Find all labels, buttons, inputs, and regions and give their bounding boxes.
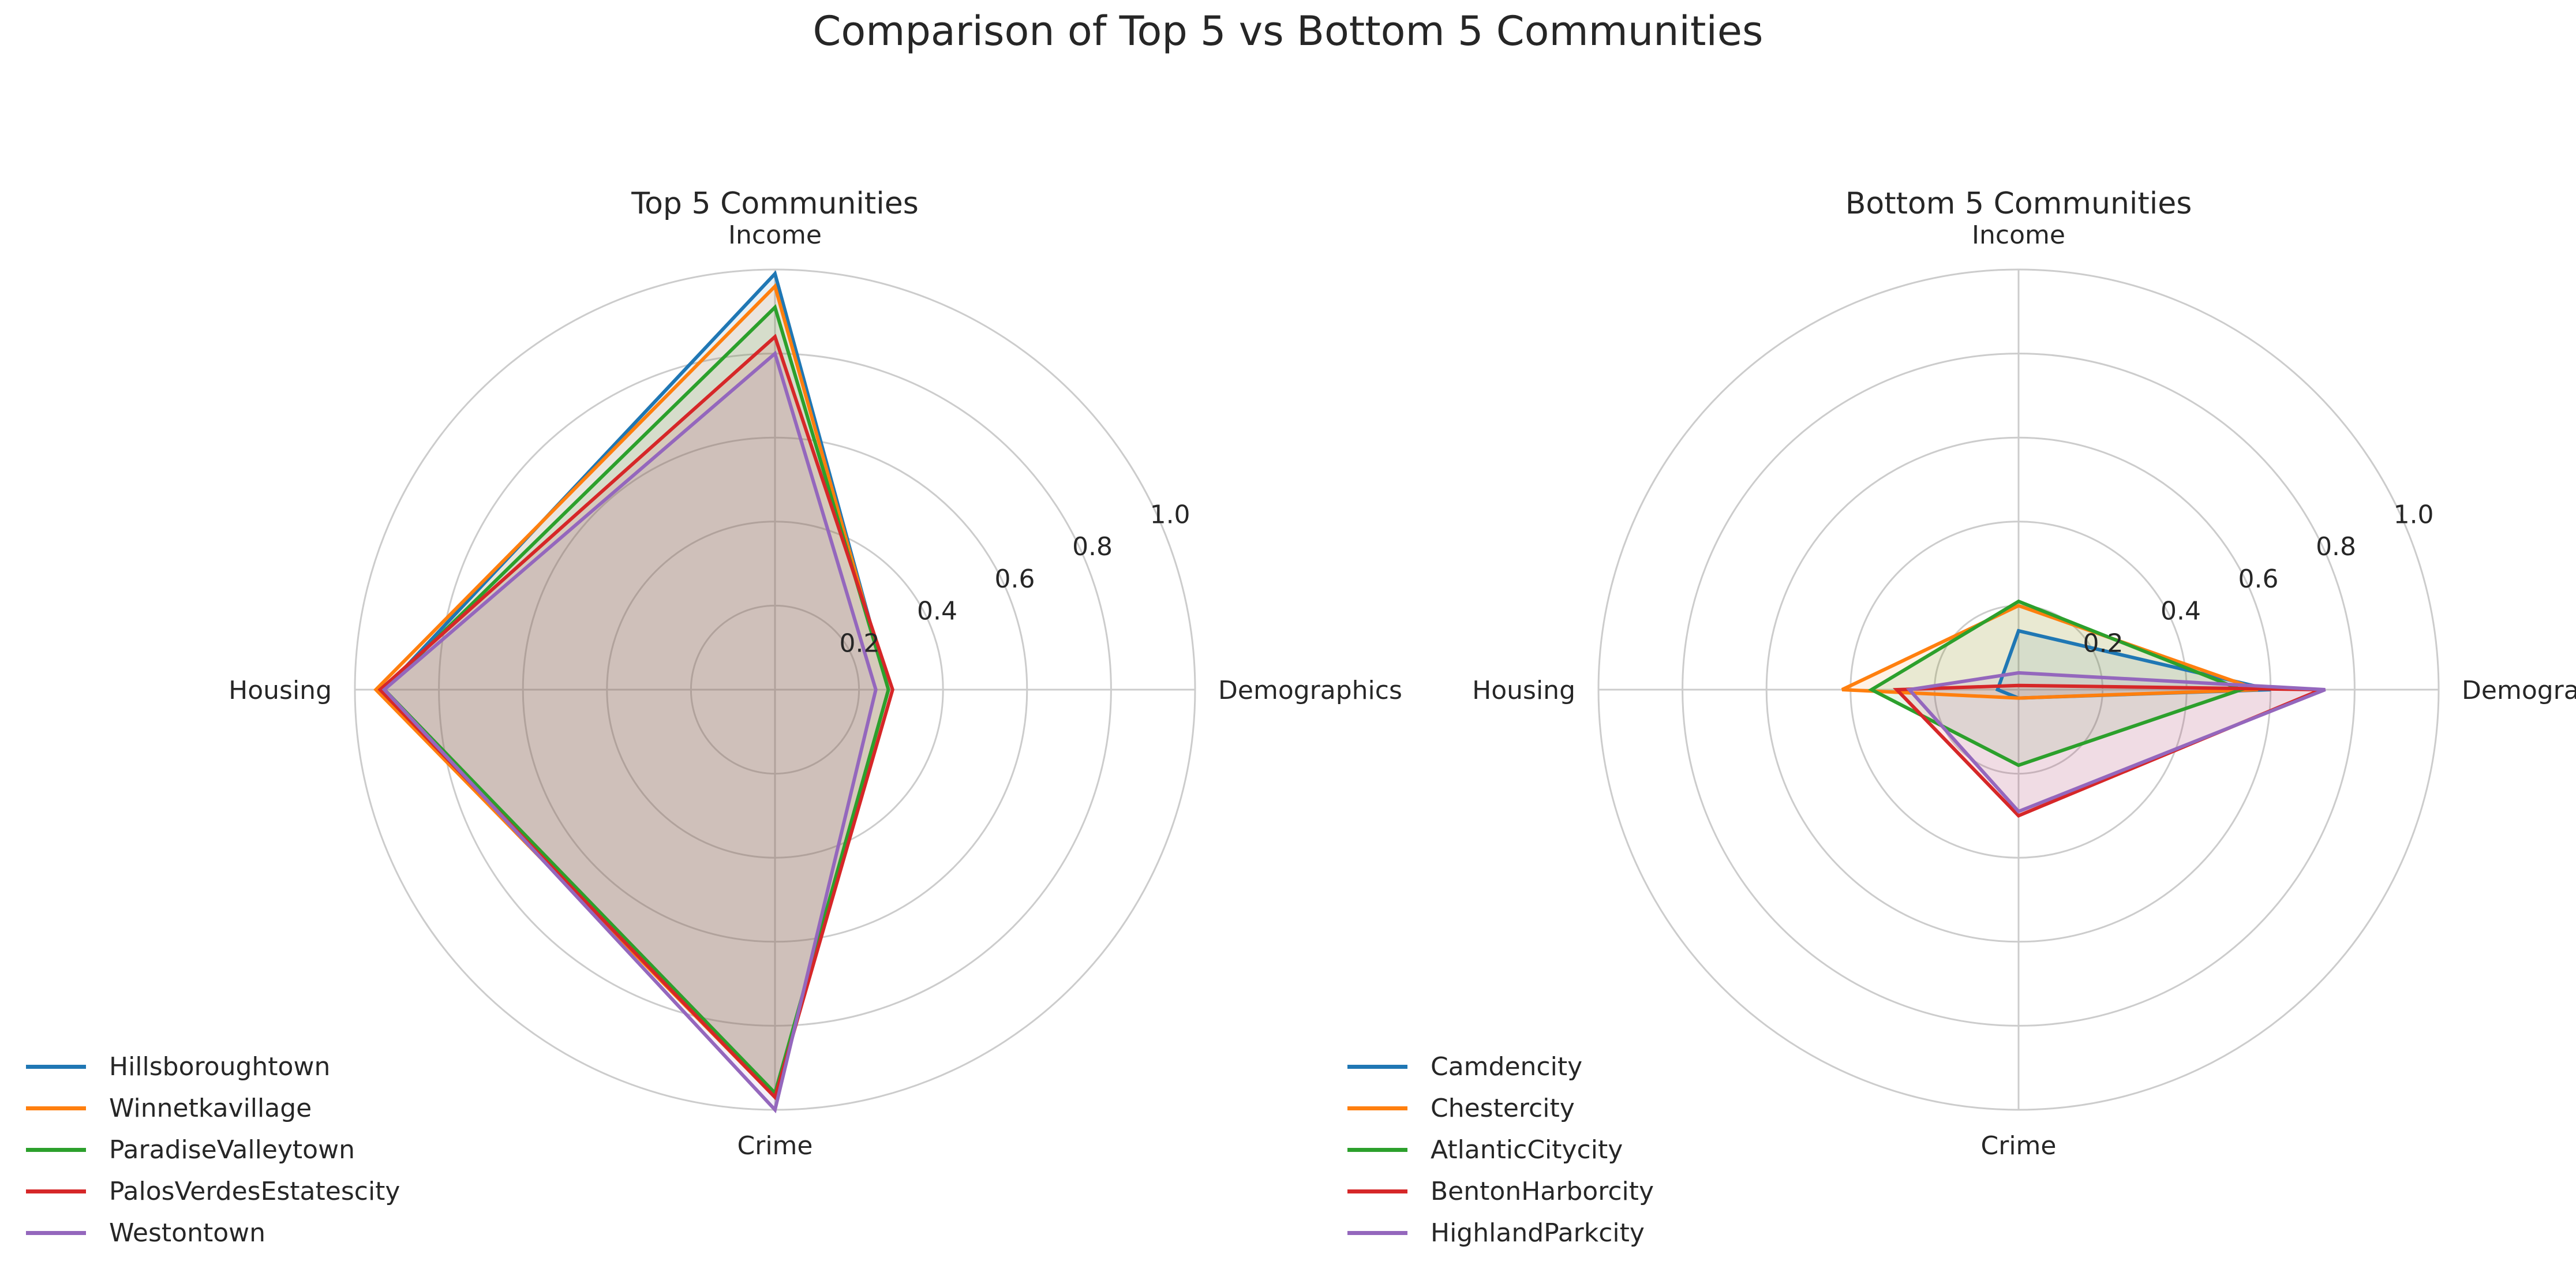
legend-label: PalosVerdesEstatescity [109, 1176, 400, 1206]
radial-tick-label: 0.4 [2161, 597, 2201, 626]
legend-top-5: Hillsboroughtown Winnetkavillage ParadiseV… [26, 1046, 400, 1253]
axis-label-income: Income [728, 220, 822, 250]
radial-tick-label: 0.8 [1072, 532, 1113, 562]
radial-tick-label: 0.6 [995, 564, 1035, 594]
series-line-2 [1868, 599, 2246, 768]
series-area-3 [1896, 685, 2322, 816]
legend-swatch [1347, 1147, 1407, 1152]
series-area-2 [384, 307, 889, 1093]
legend-item: PalosVerdesEstatescity [26, 1170, 400, 1212]
legend-swatch [1347, 1064, 1407, 1069]
radial-tick-label: 1.0 [1150, 500, 1190, 529]
axis-label-demographics: Demographics [2462, 676, 2576, 705]
radial-tick-label: 0.8 [2316, 532, 2356, 562]
series-area-2 [1871, 601, 2241, 765]
axis-label-housing: Housing [229, 676, 332, 705]
series-line-4 [381, 350, 878, 1114]
legend-label: Winnetkavillage [109, 1093, 312, 1123]
legend-swatch [26, 1147, 86, 1152]
legend-label: Chestercity [1431, 1093, 1575, 1123]
legend-swatch [1347, 1189, 1407, 1193]
series-line-3 [377, 334, 894, 1101]
legend-item: BentonHarborcity [1347, 1170, 1654, 1212]
legend-swatch [1347, 1106, 1407, 1110]
legend-label: HighlandParkcity [1431, 1218, 1645, 1248]
series-area-3 [380, 336, 893, 1098]
axis-label-crime: Crime [1981, 1131, 2057, 1161]
legend-swatch [26, 1106, 86, 1110]
series-line-4 [1905, 671, 2326, 814]
legend-item: Winnetkavillage [26, 1087, 400, 1129]
radial-tick-label: 1.0 [2394, 500, 2434, 529]
legend-label: Westontown [109, 1218, 266, 1248]
chart-title-bottom-5: Bottom 5 Communities [1845, 186, 2192, 221]
radar-chart-top-5: Top 5 Communities 0.2 0.4 0.6 0.8 1.0 Income D… [229, 186, 1402, 1161]
figure-title: Comparison of Top 5 vs Bottom 5 Communit… [813, 8, 1763, 55]
chart-title-top-5: Top 5 Communities [631, 186, 919, 221]
legend-label: BentonHarborcity [1431, 1176, 1654, 1206]
series-area-4 [1909, 672, 2326, 812]
series-line-3 [1893, 683, 2322, 818]
legend-label: ParadiseValleytown [109, 1135, 355, 1165]
legend-swatch [26, 1064, 86, 1069]
radial-tick-label: 0.2 [2083, 628, 2124, 658]
axis-label-income: Income [1972, 220, 2065, 250]
radar-chart-bottom-5: Bottom 5 Communities 0.2 0.4 0.6 0.8 1.0 Inco… [1472, 186, 2576, 1161]
legend-swatch [26, 1189, 86, 1193]
radial-tick-label: 0.6 [2238, 564, 2279, 594]
series-area-4 [384, 353, 876, 1110]
radial-tick-label: 0.4 [917, 597, 957, 626]
legend-item: HighlandParkcity [1347, 1212, 1654, 1253]
legend-item: ParadiseValleytown [26, 1129, 400, 1170]
axis-label-crime: Crime [737, 1131, 813, 1161]
legend-item: Chestercity [1347, 1087, 1654, 1129]
series-area-1 [376, 286, 889, 1098]
series-line-1 [1841, 604, 2259, 700]
legend-label: AtlanticCitycity [1431, 1135, 1623, 1165]
axis-label-demographics: Demographics [1218, 676, 1402, 705]
axis-label-housing: Housing [1472, 676, 1575, 705]
legend-swatch [1347, 1230, 1407, 1235]
legend-item: Camdencity [1347, 1046, 1654, 1087]
series-area-1 [1842, 605, 2258, 698]
legend-label: Hillsboroughtown [109, 1052, 331, 1082]
radial-tick-label: 0.2 [840, 628, 880, 658]
legend-bottom-5: Camdencity Chestercity AtlanticCitycity Ben… [1347, 1046, 1654, 1253]
legend-label: Camdencity [1431, 1052, 1583, 1082]
legend-item: Westontown [26, 1212, 400, 1253]
legend-item: AtlanticCitycity [1347, 1129, 1654, 1170]
legend-item: Hillsboroughtown [26, 1046, 400, 1087]
legend-swatch [26, 1230, 86, 1235]
series-area-0 [384, 274, 889, 1098]
